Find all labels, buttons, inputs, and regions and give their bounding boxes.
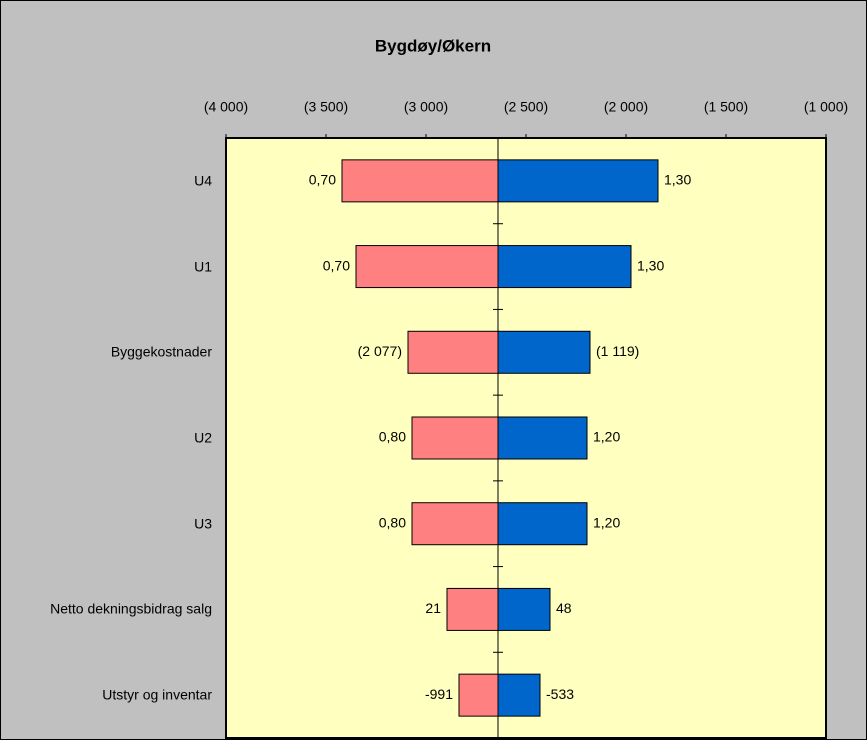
bar <box>497 502 588 546</box>
bar <box>411 416 499 460</box>
chart-title: Bygdøy/Økern <box>375 36 491 55</box>
data-label: 21 <box>425 600 441 616</box>
bar <box>497 159 659 203</box>
x-tick-label: (3 000) <box>404 99 448 115</box>
bar <box>497 330 591 374</box>
bar <box>497 245 632 289</box>
x-tick-label: (3 500) <box>304 99 348 115</box>
bar <box>458 673 499 717</box>
bar <box>497 587 551 631</box>
data-label: 1,20 <box>593 514 620 530</box>
category-label: U4 <box>194 172 212 189</box>
bar <box>497 673 541 717</box>
x-tick-label: (4 000) <box>204 99 248 115</box>
category-label: Netto dekningsbidrag salg <box>50 600 212 617</box>
category-label: U3 <box>194 515 212 532</box>
data-label: 0,80 <box>379 514 406 530</box>
data-label: -991 <box>425 686 453 702</box>
category-label: U2 <box>194 429 212 446</box>
bar <box>407 330 499 374</box>
data-label: 48 <box>556 600 572 616</box>
data-label: 1,30 <box>637 257 664 273</box>
bar <box>411 502 499 546</box>
data-label: (2 077) <box>358 343 402 359</box>
data-label: 1,20 <box>593 429 620 445</box>
x-tick-label: (2 000) <box>604 99 648 115</box>
category-label: Byggekostnader <box>110 343 212 360</box>
category-label: U1 <box>194 258 212 275</box>
x-tick-label: (1 000) <box>804 99 848 115</box>
data-label: 0,80 <box>379 429 406 445</box>
data-label: (1 119) <box>596 343 639 359</box>
data-label: 0,70 <box>309 172 336 188</box>
bar <box>355 245 499 289</box>
bar <box>341 159 499 203</box>
bar <box>497 416 588 460</box>
data-label: -533 <box>546 686 574 702</box>
data-label: 0,70 <box>323 257 350 273</box>
x-tick-label: (2 500) <box>504 99 548 115</box>
x-tick-label: (1 500) <box>704 99 748 115</box>
category-label: Utstyr og inventar <box>102 686 212 703</box>
data-label: 1,30 <box>664 172 691 188</box>
bar <box>446 587 499 631</box>
